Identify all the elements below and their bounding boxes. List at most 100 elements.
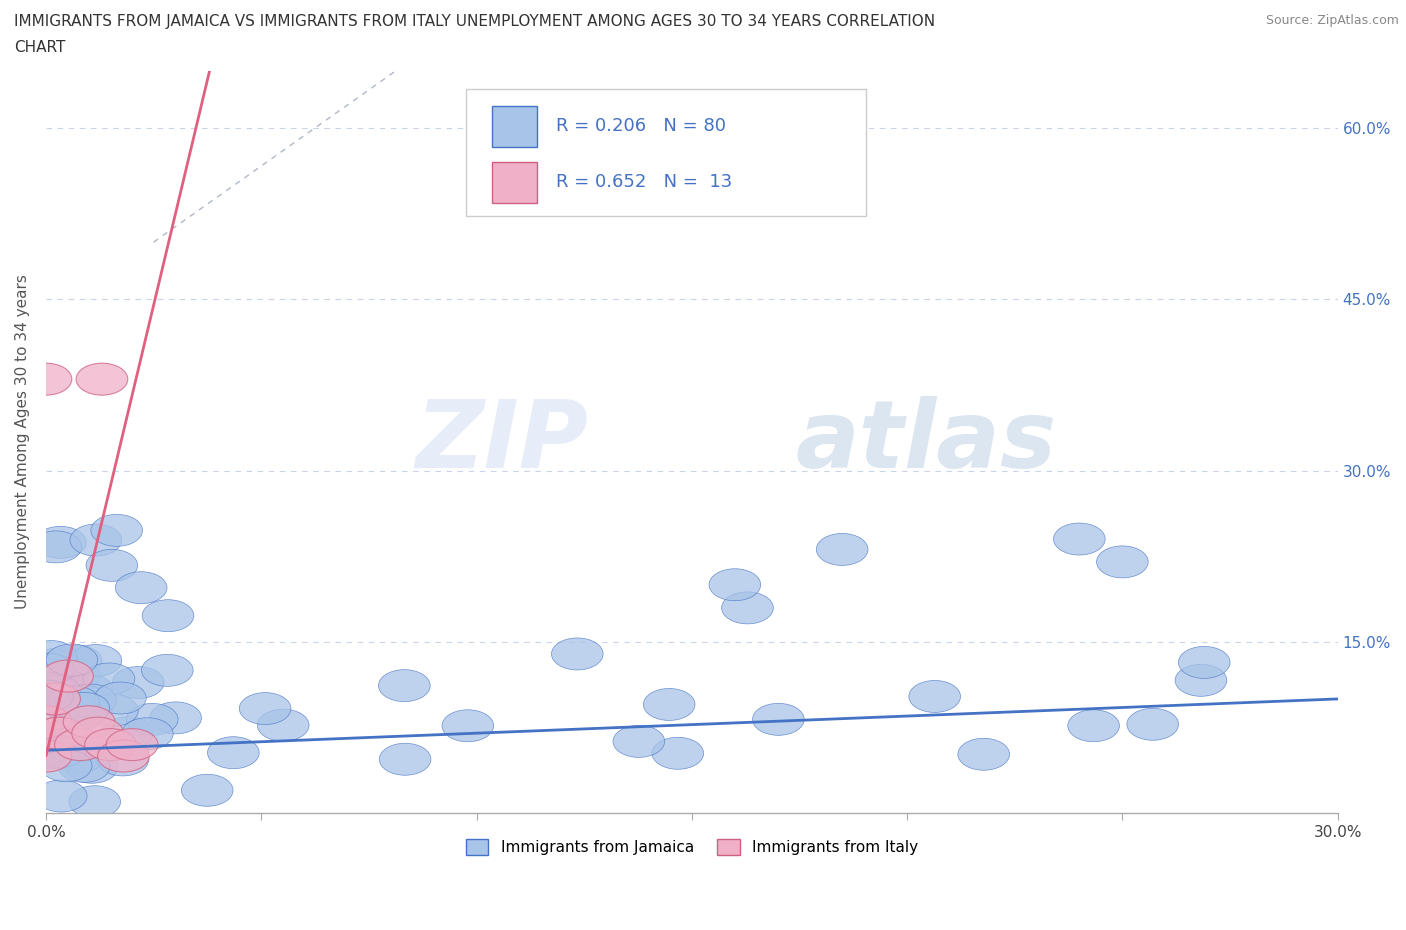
Ellipse shape — [94, 682, 146, 714]
Ellipse shape — [32, 666, 84, 698]
Ellipse shape — [957, 738, 1010, 770]
Ellipse shape — [1067, 710, 1119, 742]
FancyBboxPatch shape — [492, 162, 537, 203]
Ellipse shape — [1175, 664, 1227, 697]
Ellipse shape — [44, 689, 94, 721]
Ellipse shape — [22, 680, 73, 711]
Ellipse shape — [20, 363, 72, 395]
Ellipse shape — [908, 681, 960, 712]
Ellipse shape — [644, 688, 695, 721]
Text: CHART: CHART — [14, 40, 66, 55]
Ellipse shape — [70, 644, 122, 676]
Ellipse shape — [115, 572, 167, 604]
Text: R = 0.206   N = 80: R = 0.206 N = 80 — [557, 117, 725, 136]
Ellipse shape — [32, 651, 83, 683]
Ellipse shape — [208, 737, 259, 769]
Ellipse shape — [48, 686, 100, 718]
Ellipse shape — [58, 692, 110, 724]
Ellipse shape — [239, 693, 291, 724]
Ellipse shape — [69, 786, 121, 817]
Ellipse shape — [65, 684, 117, 716]
Ellipse shape — [41, 713, 93, 746]
Legend: Immigrants from Jamaica, Immigrants from Italy: Immigrants from Jamaica, Immigrants from… — [460, 833, 924, 861]
Ellipse shape — [107, 728, 157, 761]
Ellipse shape — [721, 591, 773, 624]
Ellipse shape — [42, 660, 93, 692]
Ellipse shape — [150, 702, 201, 734]
Ellipse shape — [121, 718, 173, 750]
Ellipse shape — [76, 363, 128, 395]
Ellipse shape — [51, 645, 101, 677]
Ellipse shape — [44, 727, 96, 760]
FancyBboxPatch shape — [465, 89, 866, 216]
Ellipse shape — [24, 686, 75, 719]
Ellipse shape — [60, 695, 112, 727]
Ellipse shape — [53, 740, 105, 773]
Ellipse shape — [62, 674, 114, 706]
Ellipse shape — [441, 710, 494, 742]
Ellipse shape — [28, 649, 79, 681]
Ellipse shape — [72, 717, 124, 750]
Ellipse shape — [39, 683, 91, 715]
Ellipse shape — [652, 737, 703, 769]
Ellipse shape — [34, 717, 84, 750]
FancyBboxPatch shape — [492, 106, 537, 147]
Ellipse shape — [709, 569, 761, 601]
Ellipse shape — [30, 675, 82, 708]
Ellipse shape — [44, 728, 96, 761]
Ellipse shape — [91, 514, 142, 546]
Ellipse shape — [28, 674, 80, 706]
Ellipse shape — [53, 698, 105, 729]
Ellipse shape — [20, 740, 72, 772]
Ellipse shape — [1178, 646, 1230, 678]
Ellipse shape — [52, 728, 104, 761]
Ellipse shape — [22, 653, 75, 685]
Ellipse shape — [70, 525, 122, 556]
Ellipse shape — [28, 683, 80, 715]
Ellipse shape — [24, 737, 76, 769]
Ellipse shape — [58, 751, 110, 782]
Ellipse shape — [112, 667, 165, 698]
Ellipse shape — [613, 725, 665, 757]
Ellipse shape — [378, 670, 430, 701]
Y-axis label: Unemployment Among Ages 30 to 34 years: Unemployment Among Ages 30 to 34 years — [15, 274, 30, 609]
Ellipse shape — [97, 740, 149, 772]
Ellipse shape — [49, 727, 101, 759]
Ellipse shape — [35, 526, 86, 558]
Ellipse shape — [34, 736, 86, 767]
Text: Source: ZipAtlas.com: Source: ZipAtlas.com — [1265, 14, 1399, 27]
Ellipse shape — [49, 658, 101, 691]
Ellipse shape — [86, 550, 138, 581]
Text: IMMIGRANTS FROM JAMAICA VS IMMIGRANTS FROM ITALY UNEMPLOYMENT AMONG AGES 30 TO 3: IMMIGRANTS FROM JAMAICA VS IMMIGRANTS FR… — [14, 14, 935, 29]
Ellipse shape — [1126, 709, 1178, 740]
Ellipse shape — [24, 733, 76, 765]
Ellipse shape — [380, 743, 430, 776]
Ellipse shape — [63, 706, 115, 737]
Ellipse shape — [181, 775, 233, 806]
Ellipse shape — [55, 728, 107, 761]
Ellipse shape — [752, 703, 804, 736]
Ellipse shape — [84, 728, 136, 761]
Ellipse shape — [30, 531, 82, 563]
Ellipse shape — [22, 681, 75, 713]
Text: ZIP: ZIP — [416, 396, 589, 488]
Ellipse shape — [1097, 546, 1149, 578]
Ellipse shape — [83, 663, 135, 695]
Text: atlas: atlas — [796, 396, 1056, 488]
Ellipse shape — [1053, 523, 1105, 555]
Ellipse shape — [257, 710, 309, 741]
Ellipse shape — [39, 682, 90, 713]
Ellipse shape — [101, 717, 153, 749]
Ellipse shape — [142, 600, 194, 631]
Ellipse shape — [41, 750, 91, 782]
Ellipse shape — [25, 641, 77, 672]
Ellipse shape — [21, 680, 73, 712]
Ellipse shape — [127, 703, 179, 736]
Ellipse shape — [87, 695, 138, 726]
Ellipse shape — [97, 744, 149, 776]
Ellipse shape — [551, 638, 603, 670]
Ellipse shape — [20, 706, 72, 737]
Ellipse shape — [46, 644, 97, 676]
Ellipse shape — [66, 751, 118, 783]
Ellipse shape — [817, 534, 868, 565]
